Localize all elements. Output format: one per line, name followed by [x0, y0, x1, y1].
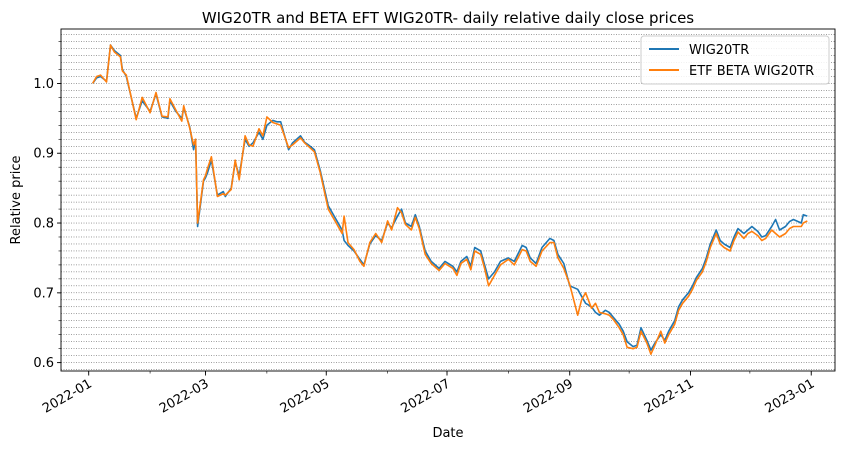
x-tick-label: 2022-03: [157, 376, 212, 416]
legend-box: [640, 35, 830, 85]
x-tick-label: 2022-01: [40, 376, 95, 416]
x-axis-label: Date: [432, 426, 463, 441]
series-lines: [92, 44, 808, 356]
y-tick-label: 0.6: [33, 356, 54, 371]
series-etf-beta-wig20tr-line: [92, 44, 808, 356]
x-axis: 2022-01 2022-03 2022-05 2022-07 2022-09 2022-…: [40, 371, 817, 417]
grid-lines: [61, 34, 835, 370]
y-axis: 0.6 0.7 0.8 0.9 1.0: [33, 41, 61, 371]
y-tick-label: 1.0: [33, 77, 54, 92]
y-tick-label: 0.9: [33, 147, 54, 162]
series-wig20tr-line: [92, 44, 808, 351]
legend-label-etf-beta-wig20tr: ETF BETA WIG20TR: [689, 64, 814, 79]
legend: WIG20TR ETF BETA WIG20TR: [640, 35, 830, 85]
y-tick-label: 0.8: [33, 217, 54, 232]
plot-frame: [60, 28, 836, 372]
chart-title: WIG20TR and BETA EFT WIG20TR- daily rela…: [202, 9, 694, 27]
y-axis-label: Relative price: [9, 156, 24, 245]
x-tick-label: 2022-11: [642, 376, 697, 416]
y-tick-label: 0.7: [33, 286, 54, 301]
x-tick-label: 2022-05: [278, 376, 333, 416]
x-tick-label: 2022-07: [398, 376, 453, 416]
legend-label-wig20tr: WIG20TR: [689, 43, 749, 58]
x-tick-label: 2022-09: [521, 376, 576, 416]
x-tick-label: 2023-01: [763, 376, 818, 416]
